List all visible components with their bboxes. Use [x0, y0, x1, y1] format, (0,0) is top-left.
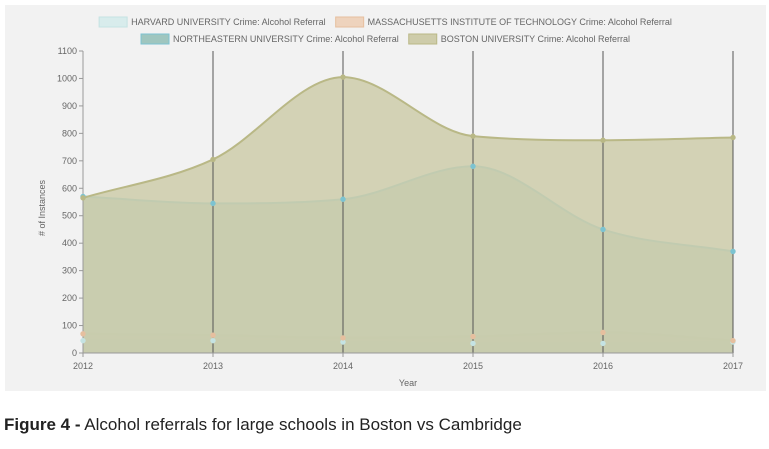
legend-swatch — [98, 16, 128, 28]
data-point — [730, 337, 736, 344]
figure-caption: Figure 4 - Alcohol referrals for large s… — [4, 415, 522, 435]
y-tick-label: 800 — [62, 128, 77, 138]
series-points — [80, 74, 736, 347]
y-tick-label: 400 — [62, 238, 77, 248]
y-tick-label: 300 — [62, 266, 77, 276]
y-tick-label: 900 — [62, 101, 77, 111]
data-point — [80, 331, 86, 337]
x-tick-label: 2015 — [463, 361, 483, 371]
data-point — [80, 337, 86, 344]
y-tick-label: 100 — [62, 321, 77, 331]
legend-swatch — [140, 33, 170, 45]
y-tick-label: 700 — [62, 156, 77, 166]
data-point — [210, 156, 216, 163]
y-tick-label: 0 — [72, 348, 77, 358]
legend-label: MASSACHUSETTS INSTITUTE OF TECHNOLOGY Cr… — [368, 17, 672, 27]
data-point — [470, 333, 476, 340]
series-areas — [82, 76, 734, 353]
data-point — [730, 248, 736, 255]
y-tick-label: 600 — [62, 183, 77, 193]
data-point — [340, 335, 346, 341]
legend-label: HARVARD UNIVERSITY Crime: Alcohol Referr… — [131, 17, 326, 27]
x-tick-label: 2016 — [593, 361, 613, 371]
data-point — [470, 133, 476, 139]
chart-panel: HARVARD UNIVERSITY Crime: Alcohol Referr… — [5, 5, 766, 391]
y-tick-label: 200 — [62, 293, 77, 303]
legend-label: NORTHEASTERN UNIVERSITY Crime: Alcohol R… — [173, 34, 399, 44]
data-point — [210, 337, 216, 344]
x-axis-title: Year — [399, 378, 417, 388]
data-point — [340, 196, 346, 202]
y-tick-label: 1100 — [58, 46, 77, 56]
data-point — [730, 134, 736, 141]
y-axis-ticks: 0 100 200 300 400 500 600 700 800 900 1000 1100 — [57, 46, 83, 358]
y-axis-title: # of Instances — [37, 179, 47, 236]
data-point — [470, 163, 476, 170]
data-point — [210, 200, 216, 207]
legend-swatch — [408, 33, 438, 45]
data-point — [600, 340, 606, 347]
data-point — [80, 195, 86, 201]
x-tick-label: 2014 — [333, 361, 353, 371]
series-area-3 — [83, 77, 733, 353]
y-tick-label: 500 — [62, 211, 77, 221]
area-chart: HARVARD UNIVERSITY Crime: Alcohol Referr… — [37, 16, 743, 388]
data-point — [470, 340, 476, 347]
data-point — [210, 332, 216, 338]
series-line-3 — [82, 76, 734, 199]
y-tick-label: 1000 — [57, 73, 77, 83]
data-point — [600, 329, 606, 336]
data-point — [340, 74, 346, 80]
x-tick-label: 2012 — [73, 361, 93, 371]
chart-axes — [79, 51, 733, 357]
caption-text: Alcohol referrals for large schools in B… — [80, 415, 522, 434]
chart-legend: HARVARD UNIVERSITY Crime: Alcohol Referr… — [98, 16, 672, 45]
vertical-gridlines — [212, 51, 734, 353]
data-point — [600, 137, 606, 143]
x-tick-label: 2013 — [203, 361, 223, 371]
x-axis-ticks: 2012 2013 2014 2015 2016 2017 — [73, 353, 743, 371]
legend-swatch — [335, 16, 365, 28]
data-point — [600, 226, 606, 233]
x-tick-label: 2017 — [723, 361, 743, 371]
caption-label: Figure 4 - — [4, 415, 81, 434]
legend-label: BOSTON UNIVERSITY Crime: Alcohol Referra… — [441, 34, 630, 44]
